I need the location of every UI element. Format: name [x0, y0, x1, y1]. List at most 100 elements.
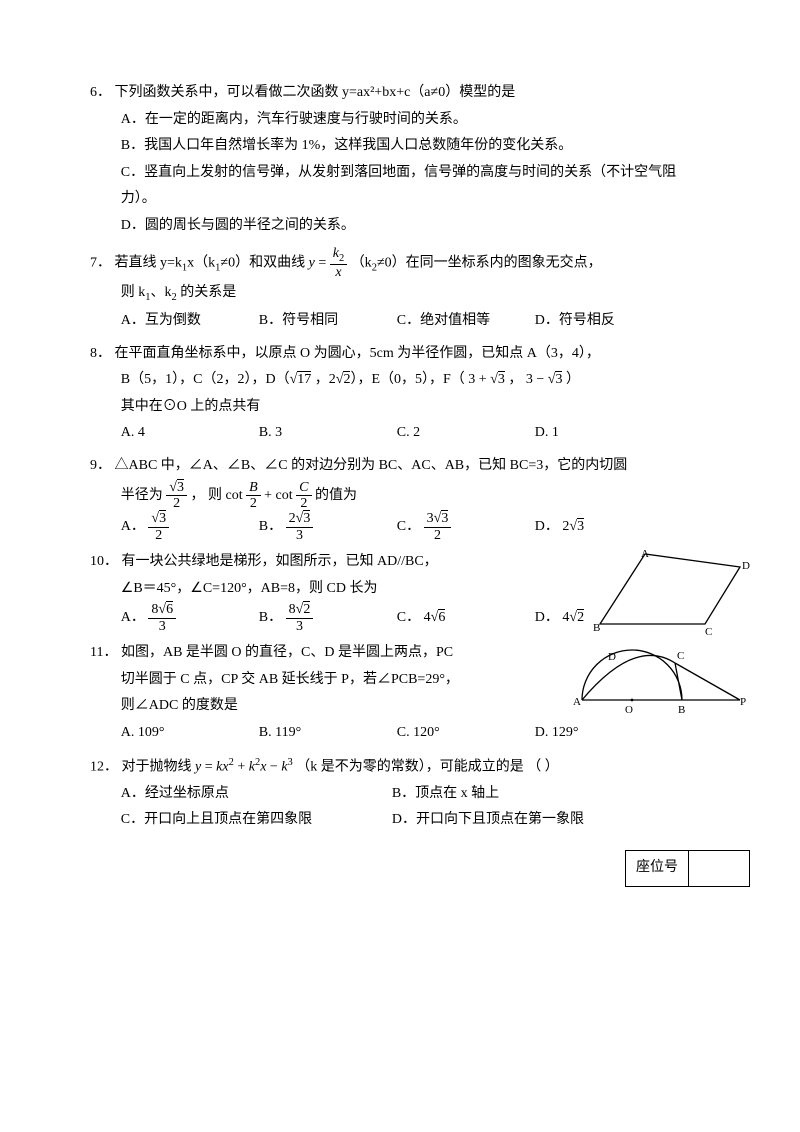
q9-option-b: B． 2√33 [259, 511, 389, 543]
q7-stem-part: ≠0）在同一坐标系内的图象无交点， [377, 255, 602, 270]
q8-line2: B（5，1），C（2，2），D（ [121, 372, 290, 387]
q11-line1: 如图，AB 是半圆 O 的直径，C、D 是半圆上两点，PC [121, 645, 453, 660]
q9-C-den: 2 [296, 496, 311, 511]
q10-number: 10． [90, 554, 118, 569]
q9-B-den: 2 [246, 496, 261, 511]
q11-option-a: A. 109° [121, 720, 251, 747]
q9-radius-frac: √3 2 [166, 480, 187, 512]
q9-C-num: C [296, 480, 311, 496]
q10-C-rt: 6 [438, 609, 445, 625]
q7-stem-part: 若直线 y=k [115, 255, 182, 270]
q9-option-c: C． 3√32 [397, 511, 527, 543]
q12-option-d: D．开口向下且顶点在第一象限 [392, 807, 663, 834]
q6-option-d: D．圆的周长与圆的半径之间的关系。 [90, 213, 710, 240]
seat-label: 座位号 [626, 850, 689, 886]
q9-r-den: 2 [166, 496, 187, 511]
question-12: 12． 对于抛物线 y = kx2 + k2x − k3 （k 是不为零的常数）… [90, 753, 710, 834]
q11-fig-P: P [740, 696, 746, 708]
q8-option-b: B. 3 [259, 420, 389, 447]
q10-fig-A: A [641, 549, 649, 560]
q9-options: A． √32 B． 2√33 C． 3√32 D． 2√3 [90, 511, 710, 543]
q11-fig-A: A [573, 696, 581, 708]
q6-option-c: C．竖直向上发射的信号弹，从发射到落回地面，信号弹的高度与时间的关系（不计空气阻… [90, 160, 710, 213]
q7-fraction: k2 x [330, 246, 347, 281]
question-8: 8． 在平面直角坐标系中，以原点 O 为圆心，5cm 为半径作圆，已知点 A（3… [90, 341, 710, 447]
q8-option-d: D. 1 [535, 420, 665, 447]
q11-fig-B: B [678, 704, 685, 716]
q10-figure: A D B C [585, 549, 750, 650]
q10-A-rt: 6 [166, 601, 173, 617]
q7-options: A．互为倒数 B．符号相同 C．绝对值相等 D．符号相反 [90, 308, 710, 335]
q12-option-c: C．开口向上且顶点在第四象限 [121, 807, 392, 834]
q8-number: 8． [90, 346, 111, 361]
q9-B-lbl: B． [259, 519, 282, 534]
q11-option-b: B. 119° [259, 720, 389, 747]
question-10: A D B C 10． 有一块公共绿地是梯形，如图所示，已知 AD//BC， ∠… [90, 549, 710, 634]
q10-D-rt: 2 [577, 609, 584, 625]
q9-B-coef: 2 [289, 511, 296, 526]
q7-number: 7． [90, 255, 111, 270]
q10-fig-B: B [593, 622, 600, 634]
q8-line2: ），E（0，5），F（ 3 + [350, 372, 490, 387]
q9-C-coef: 3 [427, 511, 434, 526]
seat-blank[interactable] [689, 850, 750, 886]
q9-A-num: 3 [159, 510, 166, 526]
q10-line1: 有一块公共绿地是梯形，如图所示，已知 AD//BC， [122, 554, 438, 569]
q10-B-den: 3 [286, 619, 314, 634]
q7-stem2: 的关系是 [177, 285, 237, 300]
q9-A-lbl: A． [121, 519, 145, 534]
q9-line2: 半径为 [121, 488, 167, 503]
q8-options: A. 4 B. 3 C. 2 D. 1 [90, 420, 710, 447]
q8-sqrt17: 17 [297, 371, 311, 387]
q12-plus: + [234, 759, 249, 774]
question-11: A O B P C D 11． 如图，AB 是半圆 O 的直径，C、D 是半圆上… [90, 640, 710, 746]
q8-line1: 在平面直角坐标系中，以原点 O 为圆心，5cm 为半径作圆，已知点 A（3，4）… [115, 346, 600, 361]
q9-B-rt: 3 [303, 510, 310, 526]
q9-B-den2: 3 [286, 528, 314, 543]
q9-A-den: 2 [148, 528, 169, 543]
q12-option-a: A．经过坐标原点 [121, 781, 392, 808]
q9-D-rt: 3 [577, 518, 584, 534]
q9-C-rt: 3 [441, 510, 448, 526]
q9-number: 9． [90, 458, 111, 473]
q10-A-den: 3 [148, 619, 176, 634]
q7-option-d: D．符号相反 [535, 308, 665, 335]
q8-line2: ， 3 − [505, 372, 548, 387]
q12-stem-b: （k 是不为零的常数），可能成立的是 （ ） [296, 759, 559, 774]
q11-number: 11． [90, 645, 117, 660]
q9-option-d: D． 2√3 [535, 514, 665, 541]
q8-option-a: A. 4 [121, 420, 251, 447]
q8-line2: ） [562, 372, 580, 387]
q12-option-b: B．顶点在 x 轴上 [392, 781, 663, 808]
q11-option-c: C. 120° [397, 720, 527, 747]
q10-fig-C: C [705, 626, 712, 638]
q9-D-lbl: D． [535, 519, 559, 534]
q10-C-coef: 4 [424, 610, 431, 625]
q9-C-den2: 2 [424, 528, 452, 543]
q8-line3: 其中在⊙O 上的点共有 [90, 394, 710, 421]
q12-minus: − [266, 759, 281, 774]
seat-number-box: 座位号 [625, 850, 750, 887]
q6-number: 6． [90, 85, 111, 100]
q12-eq: = [201, 759, 216, 774]
q9-line2: + cot [264, 488, 296, 503]
q11-fig-D: D [608, 651, 616, 663]
q7-option-b: B．符号相同 [259, 308, 389, 335]
q10-D-lbl: D． [535, 610, 559, 625]
q11-figure: A O B P C D [570, 645, 750, 731]
q10-A-lbl: A． [121, 610, 145, 625]
q7-eq: = [315, 255, 330, 270]
q8-line2: ，2 [311, 372, 336, 387]
q10-fig-D: D [742, 560, 750, 572]
q9-option-a: A． √32 [121, 511, 251, 543]
q12-stem-a: 对于抛物线 [122, 759, 196, 774]
q7-option-c: C．绝对值相等 [397, 308, 527, 335]
q8-option-c: C. 2 [397, 420, 527, 447]
q7-stem2: 则 k [121, 285, 146, 300]
q7-option-a: A．互为倒数 [121, 308, 251, 335]
q11-fig-O: O [625, 704, 633, 716]
q10-option-b: B． 8√23 [259, 602, 389, 634]
q6-option-a: A．在一定的距离内，汽车行驶速度与行驶时间的关系。 [90, 107, 710, 134]
question-9: 9． △ABC 中，∠A、∠B、∠C 的对边分别为 BC、AC、AB，已知 BC… [90, 453, 710, 543]
q9-r-num: 3 [177, 479, 184, 495]
